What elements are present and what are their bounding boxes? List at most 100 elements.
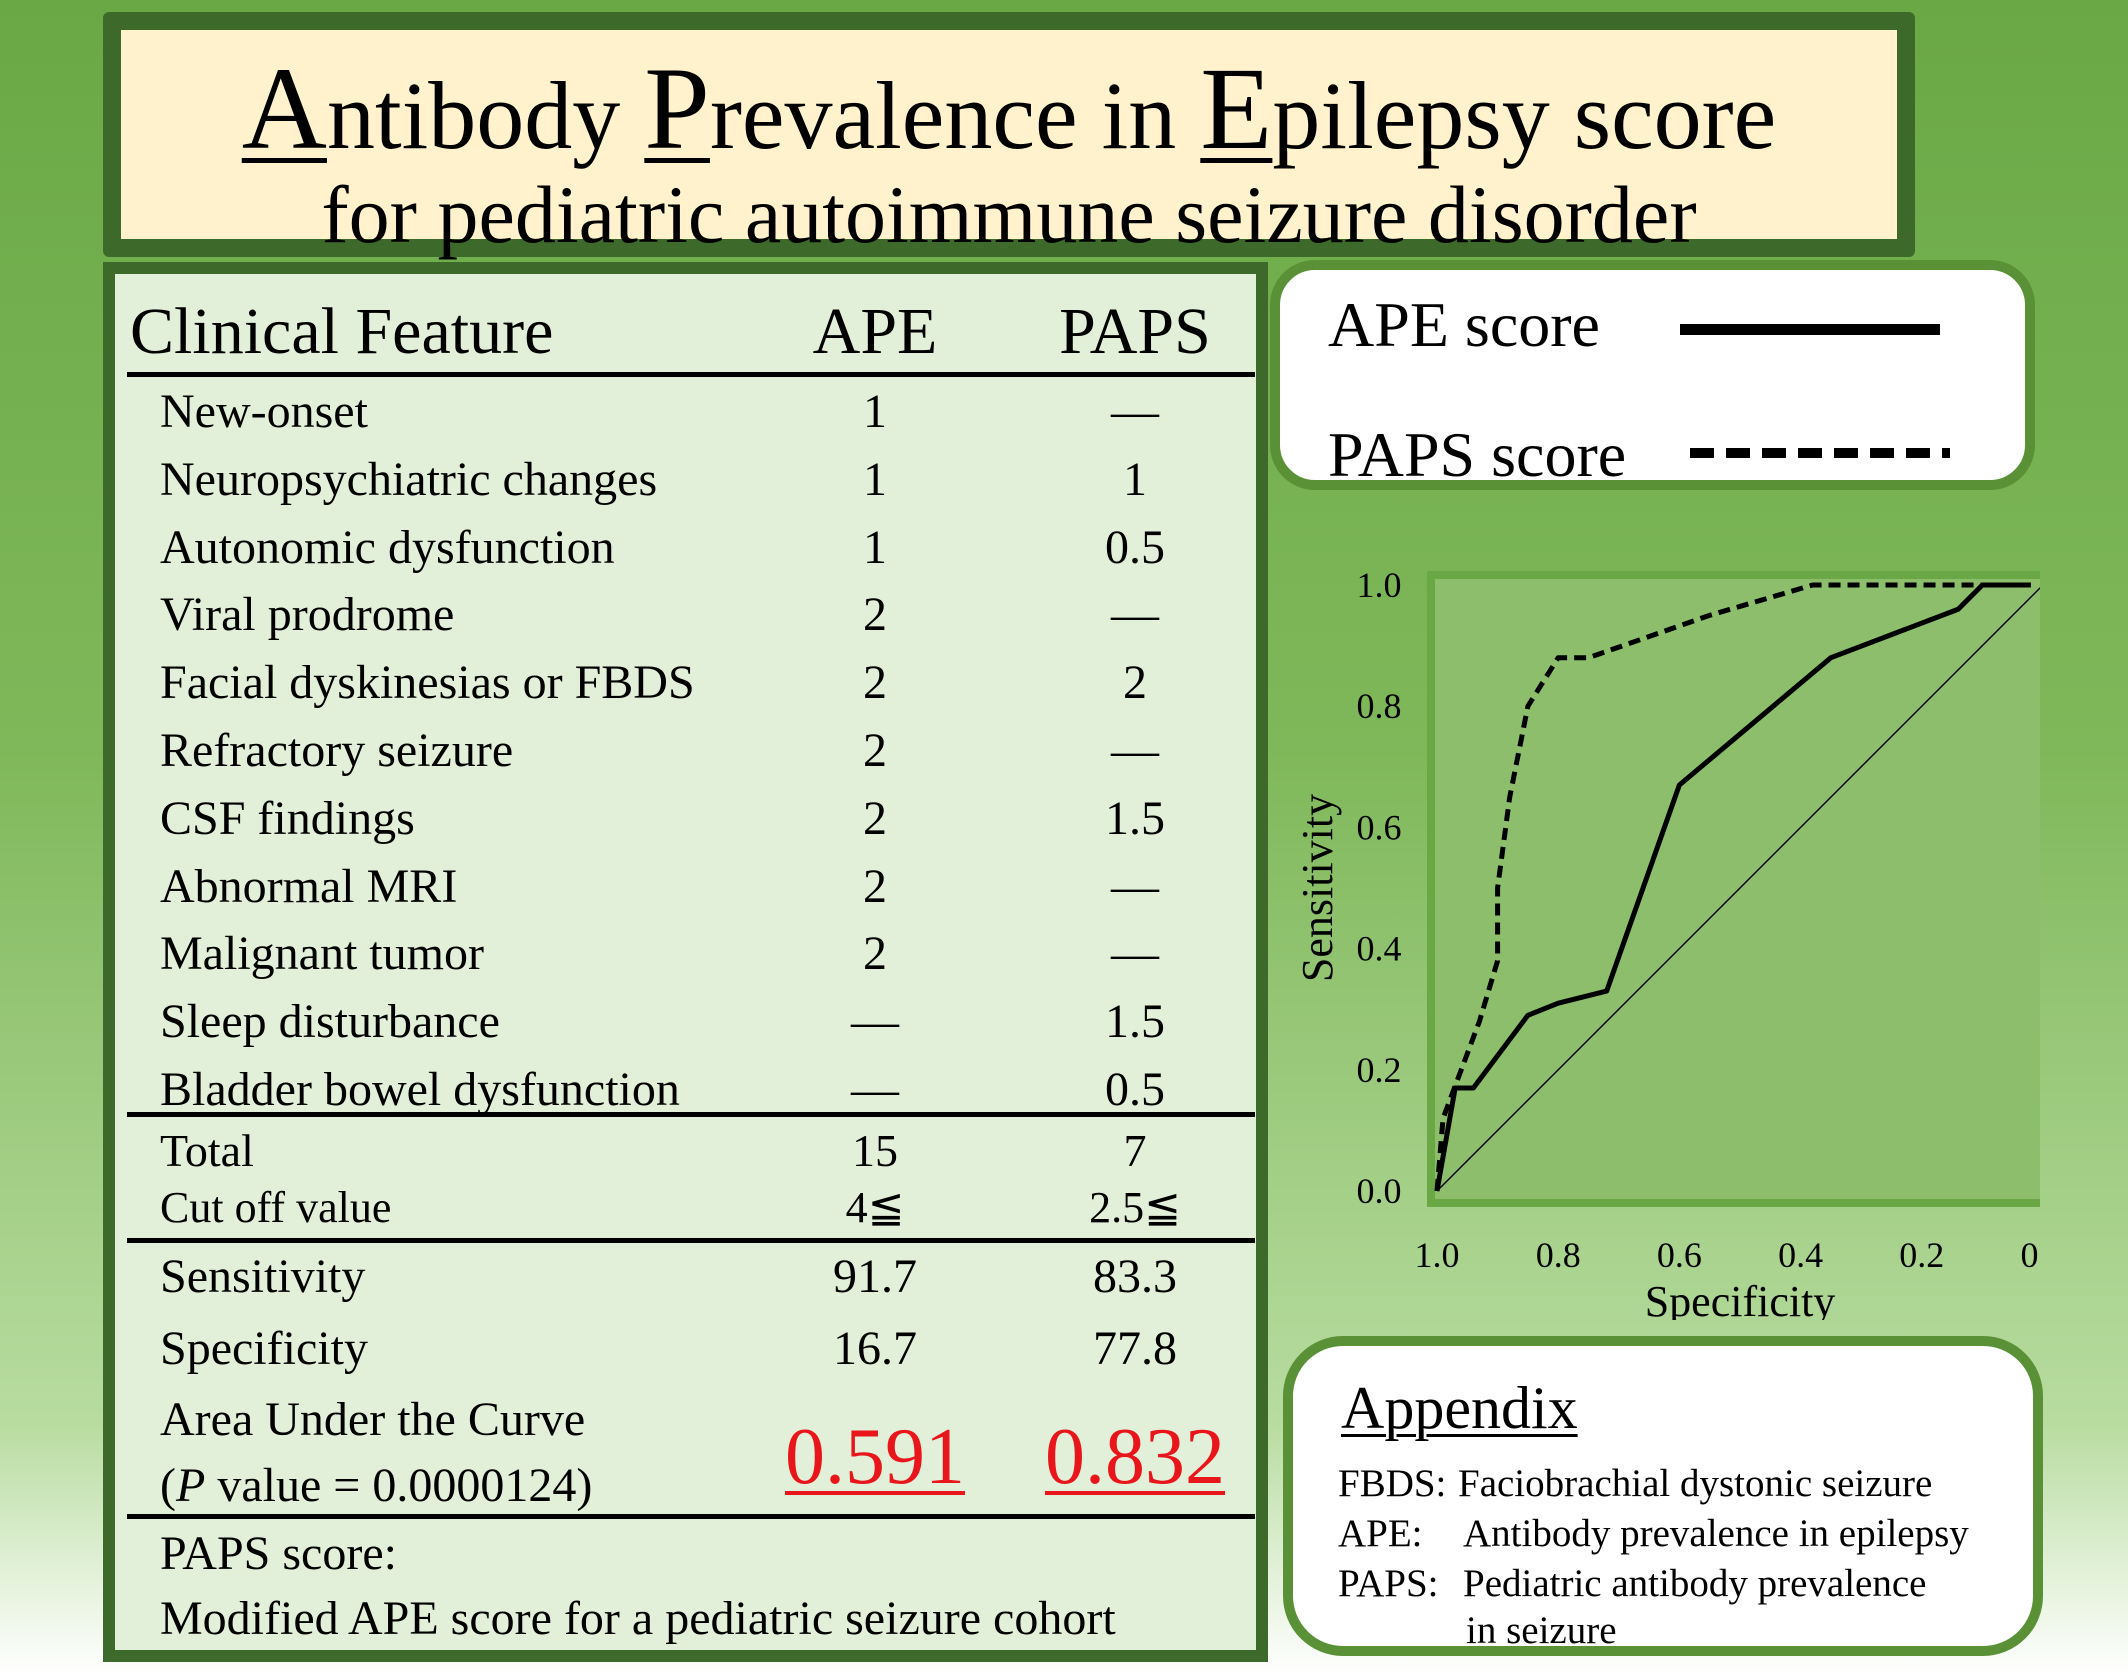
title-line-2: for pediatric autoimmune seizure disorde…: [321, 169, 1697, 260]
sensitivity-ape: 91.7: [833, 1250, 917, 1303]
x-tick-label: 1.0: [1415, 1235, 1460, 1275]
x-axis-label: Specificity: [1645, 1277, 1836, 1320]
ape-points: 2: [863, 859, 887, 913]
feature-name: Neuropsychiatric changes: [160, 452, 658, 506]
diagonal-reference-line: [1436, 586, 2040, 1192]
specificity-ape: 16.7: [833, 1322, 917, 1375]
feature-name: Refractory seizure: [160, 724, 514, 777]
y-tick-label: 1.0: [1357, 565, 1402, 605]
ape-points: 2: [863, 656, 887, 710]
roc-chart: 0.0 0.2 0.4 0.6 0.8 1.0 1.0 0.8 0.6 0.4 0.2 0.0 Spec…: [1293, 565, 2041, 1320]
auc-paps: 0.832: [1045, 1413, 1225, 1501]
paps-points: —: [1111, 927, 1159, 981]
x-tick-label: 0.6: [1657, 1235, 1702, 1275]
feature-name: New-onset: [160, 385, 368, 438]
paps-roc-line: [1434, 582, 2031, 1192]
appendix-abbr: APE:: [1338, 1512, 1423, 1555]
ape-points: —: [851, 995, 899, 1049]
paps-points: 1.5: [1105, 791, 1165, 845]
x-tick-label: 0.0: [2021, 1235, 2041, 1275]
feature-name: Viral prodrome: [160, 588, 455, 642]
title-line-1: Antibody Prevalence in Epilepsy score: [121, 50, 1897, 168]
total-paps: 7: [1123, 1125, 1147, 1176]
paps-points: —: [1111, 385, 1159, 438]
legend-ape-label: APE score: [1328, 289, 1600, 360]
appendix-title: Appendix: [1341, 1375, 1578, 1441]
y-tick-label: 0.4: [1357, 929, 1402, 969]
appendix-desc: in seizure: [1466, 1609, 1617, 1652]
legend-paps-label: PAPS score: [1328, 419, 1627, 490]
ape-points: —: [851, 1063, 899, 1116]
y-tick-label: 0.8: [1357, 686, 1402, 726]
paps-points: 1: [1123, 452, 1147, 506]
paps-points: 0.5: [1105, 1063, 1165, 1116]
ape-points: 1: [863, 452, 887, 506]
sensitivity-label: Sensitivity: [160, 1250, 366, 1303]
paps-points: —: [1111, 588, 1159, 642]
legend-paps-line: [1690, 448, 1950, 458]
title-banner: Antibody Prevalence in Epilepsy score fo…: [103, 12, 1915, 257]
ape-points: 1: [863, 520, 887, 574]
title-part: E: [1200, 43, 1273, 174]
clinical-feature-table: Clinical Feature APE PAPS New-onset 1 — Neu…: [103, 262, 1268, 1662]
feature-name: Malignant tumor: [160, 927, 484, 981]
ape-points: 1: [863, 385, 887, 438]
header-clinical-feature: Clinical Feature: [130, 295, 554, 368]
paps-points: —: [1111, 724, 1159, 777]
appendix-desc: Pediatric antibody prevalence: [1463, 1562, 1927, 1605]
plot-area: [1427, 571, 2040, 1207]
specificity-paps: 77.8: [1093, 1322, 1177, 1375]
cutoff-label: Cut off value: [160, 1183, 392, 1232]
auc-p-value: (P value = 0.0000124): [160, 1459, 593, 1512]
title-part: pilepsy score: [1272, 62, 1777, 169]
cutoff-paps: 2.5≦: [1089, 1183, 1181, 1232]
paps-points: 1.5: [1105, 995, 1165, 1049]
stats-divider: [127, 1238, 1255, 1243]
feature-name: Abnormal MRI: [160, 859, 458, 913]
header-divider: [127, 372, 1255, 377]
ape-points: 2: [863, 927, 887, 981]
paps-points: 0.5: [1105, 520, 1165, 574]
ape-points: 2: [863, 791, 887, 845]
y-axis-label: Sensitivity: [1293, 794, 1342, 982]
note-line-1-text: PAPS score:: [160, 1527, 397, 1580]
cutoff-ape: 4≦: [845, 1183, 905, 1232]
ape-points: 2: [863, 588, 887, 642]
appendix-abbr: FBDS:: [1338, 1462, 1447, 1505]
appendix-abbr: PAPS:: [1338, 1562, 1439, 1605]
appendix-desc: Faciobrachial dystonic seizure: [1458, 1462, 1933, 1505]
feature-name: Bladder bowel dysfunction: [160, 1063, 680, 1116]
appendix-desc: Antibody prevalence in epilepsy: [1463, 1512, 1969, 1555]
note-divider: [127, 1514, 1255, 1519]
x-tick-label: 0.4: [1778, 1235, 1823, 1275]
feature-name: CSF findings: [160, 791, 415, 845]
title-part: revalence in: [709, 62, 1201, 169]
specificity-label: Specificity: [160, 1322, 368, 1375]
y-tick-label: 0.2: [1357, 1050, 1402, 1090]
legend-ape-line: [1680, 324, 1940, 335]
title-part: ntibody: [326, 62, 645, 169]
header-ape: APE: [812, 295, 938, 368]
note-line-2-text: Modified APE score for a pediatric seizu…: [160, 1592, 1116, 1645]
appendix-box: Appendix FBDS: Faciobrachial dystonic sei…: [1283, 1336, 2043, 1656]
title-part: P: [644, 43, 710, 174]
feature-name: Facial dyskinesias or FBDS: [160, 656, 695, 710]
feature-name: Autonomic dysfunction: [160, 520, 615, 574]
chart-legend: APE score PAPS score: [1270, 260, 2035, 490]
auc-ape: 0.591: [785, 1413, 965, 1501]
x-tick-label: 0.2: [1899, 1235, 1944, 1275]
auc-label: Area Under the Curve: [160, 1393, 586, 1446]
feature-name: Sleep disturbance: [160, 995, 500, 1049]
paps-points: —: [1111, 859, 1159, 913]
ape-points: 2: [863, 724, 887, 777]
title-part: A: [241, 43, 327, 174]
paps-points: 2: [1123, 656, 1147, 710]
y-tick-label: 0.0: [1357, 1171, 1402, 1211]
total-ape: 15: [852, 1125, 898, 1176]
total-divider: [127, 1112, 1255, 1117]
total-label: Total: [160, 1125, 254, 1176]
ape-roc-line: [1434, 582, 2031, 1192]
y-tick-label: 0.6: [1357, 807, 1402, 847]
sensitivity-paps: 83.3: [1093, 1250, 1177, 1303]
header-paps: PAPS: [1059, 295, 1211, 368]
